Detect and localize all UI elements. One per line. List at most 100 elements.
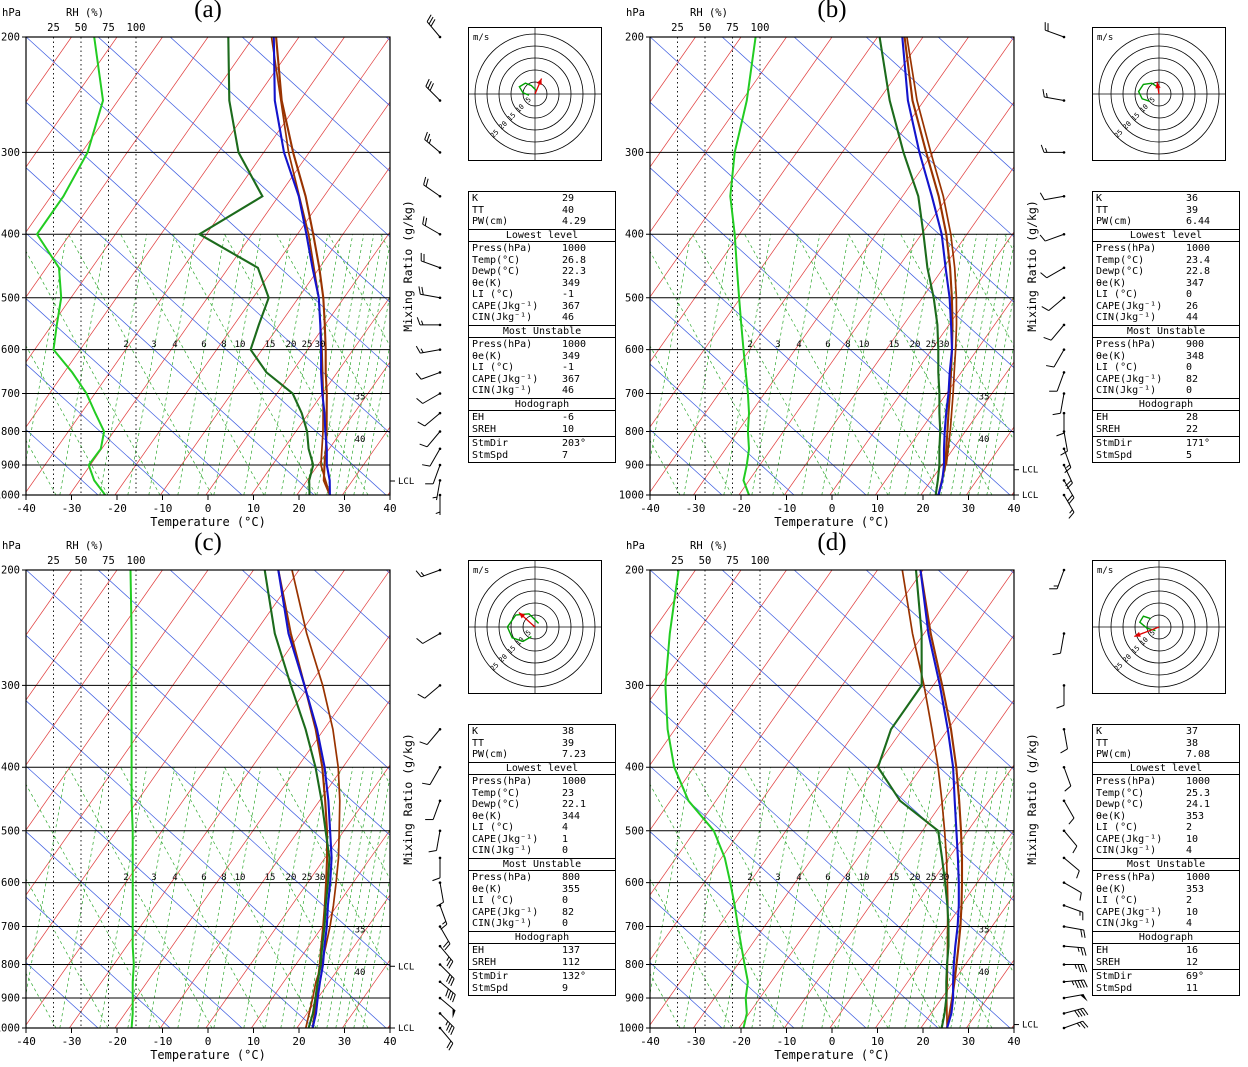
temperature-tick-label: -40 — [16, 502, 36, 515]
stat-lowest-li-d-value: 2 — [1186, 822, 1193, 833]
stat-most_unstable-li-a: LI (°C) -1 — [469, 362, 615, 374]
mixing-ratio-tick-label: 40 — [979, 968, 990, 978]
pressure-tick-label: 600 — [625, 877, 644, 889]
stat-lowest-cin-a-label: CIN(Jkg⁻¹) — [472, 312, 533, 323]
temperature-tick-label: -30 — [686, 1035, 706, 1048]
dry-adiabat-line — [26, 232, 315, 495]
moist-adiabat-line — [224, 234, 369, 495]
pressure-tick-label: 900 — [625, 460, 644, 472]
stat-lowest-cin-c: CIN(Jkg⁻¹) 0 — [469, 845, 615, 857]
mixing-ratio-line — [929, 767, 978, 1028]
mixing-ratio-tick-label: 8 — [845, 340, 850, 350]
wind-barbs-a — [415, 14, 442, 515]
stat-hodograph-stmspd-d: StmSpd 11 — [1093, 983, 1239, 995]
dry-adiabat-line — [650, 765, 939, 1028]
stat-most_unstable-li-b-label: LI (°C) — [1096, 362, 1139, 373]
stat-k-d: K 37 — [1093, 726, 1239, 738]
hodograph-unit-label: m/s — [1097, 33, 1113, 43]
parcel-curve-most-unstable — [270, 37, 331, 495]
stat-lowest-temp-d-value: 25.3 — [1186, 787, 1211, 799]
dry-adiabat-line — [865, 570, 1014, 705]
pressure-tick-label: 900 — [625, 993, 644, 1005]
stat-tt-b-label: TT — [1096, 204, 1109, 216]
mixing-ratio-line — [904, 234, 953, 495]
stat-lowest-dewp-a-value: 22.3 — [562, 266, 587, 277]
mixing-ratio-tick-label: 2 — [123, 873, 128, 883]
stat-k-b: K 36 — [1093, 193, 1239, 205]
parcel-curve — [277, 570, 329, 1028]
stat-pw-c-label: PW(cm) — [472, 749, 509, 760]
mixing-ratio-line — [772, 767, 821, 1028]
moist-adiabat-line — [276, 234, 390, 442]
stat-k-c-value: 38 — [562, 726, 575, 737]
hodograph-ring — [1110, 45, 1208, 143]
temperature-tick-label: 30 — [338, 1035, 351, 1048]
mixing-ratio-line — [326, 234, 375, 495]
stat-tt-d: TT 38 — [1093, 738, 1239, 750]
rh-tick-label: 50 — [699, 22, 712, 34]
stat-most_unstable-cape-d-label: CAPE(Jkg⁻¹) — [1096, 906, 1163, 918]
stat-lowest-li-a-value: -1 — [562, 289, 575, 300]
skewt-plot-c: 2 3 4 6 8 10 15 20 25 303540200300400500600700800… — [0, 540, 415, 1062]
stat-lowest-temp-a: Temp(°C) 26.8 — [469, 255, 615, 267]
isotherm-line — [650, 570, 924, 961]
dry-adiabat-line — [169, 37, 390, 238]
moist-adiabat-line — [796, 234, 941, 495]
moist-adiabat-line — [692, 234, 837, 495]
stat-most_unstable-cape-b-label: CAPE(Jkg⁻¹) — [1096, 373, 1163, 385]
mixing-ratio-tick-label: 4 — [796, 873, 801, 883]
mixing-ratio-line — [243, 234, 292, 495]
panel-label-a: (a) — [194, 0, 222, 23]
panel-b: 2 3 4 6 8 10 15 20 25 30 35 40 200 300 400 500 600 700 800… — [619, 0, 1248, 534]
stat-lowest-li-c-value: 4 — [562, 822, 569, 833]
mixing-ratio-tick-label: 6 — [825, 340, 830, 350]
stat-hodograph-stmdir-b-value: 171° — [1186, 438, 1211, 449]
pressure-tick-label: 600 — [1, 344, 20, 356]
isotherm-line — [875, 829, 1014, 1028]
dry-adiabat-line — [721, 37, 1014, 303]
stat-lowest-press-b-label: Press(hPa) — [1096, 243, 1157, 254]
moist-adiabat-line — [26, 972, 57, 1028]
rh-tick-label: 25 — [671, 555, 684, 567]
hodograph-ring-label: 20 — [1121, 653, 1133, 665]
mixing-ratio-line — [821, 234, 870, 495]
hodograph-ring — [1146, 81, 1172, 107]
stat-lowest-temp-b-label: Temp(°C) — [1096, 254, 1145, 266]
hodograph-ring — [1110, 578, 1208, 676]
rh-axis-label: RH (%) — [66, 7, 104, 19]
mixing-ratio-tick-label: 2 — [747, 873, 752, 883]
hodograph-ring — [474, 33, 596, 155]
stat-lowest-cape-d-label: CAPE(Jkg⁻¹) — [1096, 833, 1163, 845]
hodograph-ring — [498, 590, 572, 664]
temperature-tick-label: 0 — [829, 1035, 836, 1048]
mixing-ratio-tick-label: 25 — [926, 873, 937, 883]
stat-most_unstable-li-c-label: LI (°C) — [472, 895, 515, 906]
pressure-tick-label: 500 — [1, 292, 20, 304]
hodograph-ring — [498, 57, 572, 131]
stat-tt-c-label: TT — [472, 737, 485, 749]
moist-adiabat-line — [224, 767, 369, 1028]
temperature-tick-label: -20 — [731, 1035, 751, 1048]
stats-table-c: K 38 TT 39 PW(cm) 7.23 Lowest level Press(hPa) 1… — [468, 724, 616, 996]
dry-adiabat-line — [26, 101, 390, 434]
mixing-ratio-line — [683, 767, 732, 1028]
mixing-ratio-line — [280, 767, 329, 1028]
stat-lowest-cin-b-label: CIN(Jkg⁻¹) — [1096, 312, 1157, 323]
isotherm-line — [738, 101, 1014, 495]
mixing-ratio-tick-label: 4 — [172, 340, 177, 350]
stat-lowest-temp-d-label: Temp(°C) — [1096, 787, 1145, 799]
rh-tick-label: 100 — [127, 555, 146, 567]
stat-hodograph-stmspd-a-value: 7 — [562, 449, 569, 461]
moist-adiabat-line — [650, 878, 733, 1028]
mixing-ratio-tick-label: 6 — [201, 340, 206, 350]
mixing-ratio-line — [148, 767, 197, 1028]
rh-curve — [129, 570, 135, 1028]
isotherm-line — [26, 37, 118, 168]
rh-tick-label: 75 — [102, 22, 115, 34]
stat-most_unstable-press-c: Press(hPa) 800 — [469, 872, 615, 884]
mixing-ratio-line — [723, 234, 772, 495]
isotherm-line — [114, 101, 390, 495]
stat-tt-b-value: 39 — [1186, 204, 1199, 216]
temperature-tick-label: 10 — [247, 502, 260, 515]
